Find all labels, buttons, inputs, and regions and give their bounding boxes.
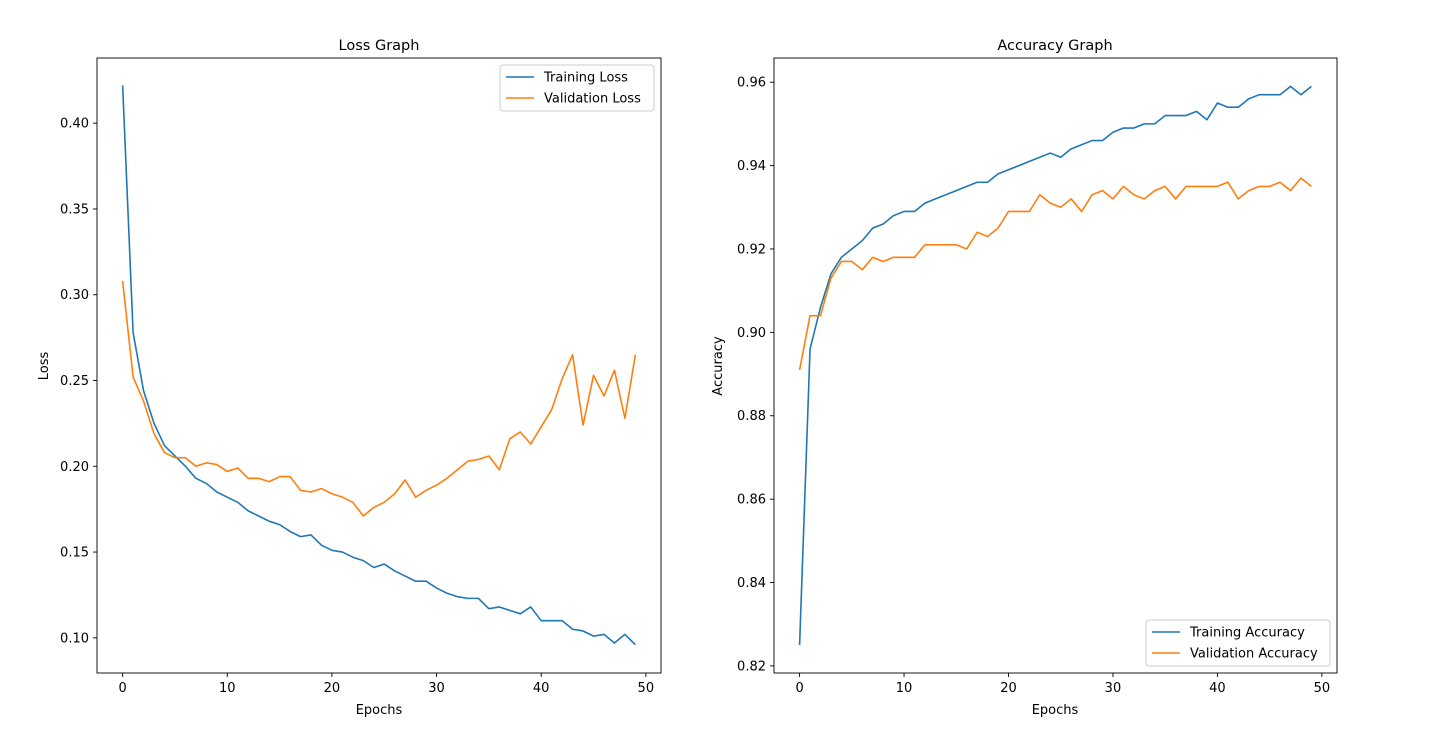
accuracy-ytick-label: 0.86	[737, 493, 766, 508]
loss-ytick-label: 0.15	[60, 546, 89, 561]
loss-legend-label: Validation Loss	[544, 92, 641, 107]
accuracy-legend-box	[1145, 619, 1331, 667]
accuracy-xtick-label: 30	[1105, 681, 1122, 696]
loss-xtick-label: 10	[219, 681, 236, 696]
accuracy-chart-title: Accuracy Graph	[997, 38, 1112, 54]
accuracy-ytick-label: 0.92	[737, 242, 766, 257]
loss-xtick-label: 50	[638, 681, 655, 696]
accuracy-xtick-label: 10	[896, 681, 913, 696]
accuracy-xtick-label: 20	[1000, 681, 1017, 696]
accuracy-ytick-label: 0.82	[737, 659, 766, 674]
loss-ytick-label: 0.25	[60, 374, 89, 389]
accuracy-series-line-validation	[798, 177, 1312, 371]
loss-legend-box	[499, 64, 655, 112]
loss-legend: Training Loss Validation Loss	[499, 64, 655, 112]
loss-ytick-label: 0.40	[60, 117, 89, 132]
loss-ytick-label: 0.35	[60, 202, 89, 217]
loss-chart-panel: Loss Graph Epochs Loss 0 10 20 30 40 50 0.10 0.…	[37, 38, 662, 718]
accuracy-xtick-label: 50	[1314, 681, 1331, 696]
accuracy-legend-label: Validation Accuracy	[1190, 647, 1318, 662]
loss-ytick-label: 0.10	[60, 631, 89, 646]
loss-chart-title: Loss Graph	[339, 38, 420, 54]
accuracy-chart-panel: Accuracy Graph Epochs Accuracy 0 10 20 30 40…	[711, 38, 1338, 718]
accuracy-ytick-label: 0.88	[737, 409, 766, 424]
loss-chart-xlabel: Epochs	[356, 703, 403, 718]
accuracy-ytick-label: 0.96	[737, 76, 766, 91]
accuracy-chart-ylabel: Accuracy	[711, 336, 726, 396]
accuracy-ytick-label: 0.84	[737, 576, 766, 591]
loss-chart-ylabel: Loss	[37, 352, 52, 381]
loss-xtick-label: 40	[533, 681, 550, 696]
accuracy-xtick-label: 40	[1209, 681, 1226, 696]
accuracy-ytick-label: 0.94	[737, 159, 766, 174]
loss-xtick-label: 0	[118, 681, 126, 696]
loss-xtick-label: 30	[428, 681, 445, 696]
accuracy-legend: Training Accuracy Validation Accuracy	[1145, 619, 1331, 667]
accuracy-ytick-label: 0.90	[737, 326, 766, 341]
accuracy-legend-label: Training Accuracy	[1189, 626, 1305, 641]
loss-series-line-training	[121, 85, 636, 646]
loss-series-line-validation	[121, 280, 637, 517]
loss-legend-label: Training Loss	[543, 71, 628, 86]
accuracy-xtick-label: 0	[795, 681, 803, 696]
accuracy-chart-xlabel: Epochs	[1032, 703, 1079, 718]
loss-ytick-label: 0.30	[60, 288, 89, 303]
loss-ytick-label: 0.20	[60, 460, 89, 475]
loss-axes-frame	[96, 57, 662, 674]
loss-xtick-label: 20	[324, 681, 341, 696]
accuracy-axes-frame	[773, 57, 1338, 674]
accuracy-series-line-training	[798, 85, 1312, 646]
